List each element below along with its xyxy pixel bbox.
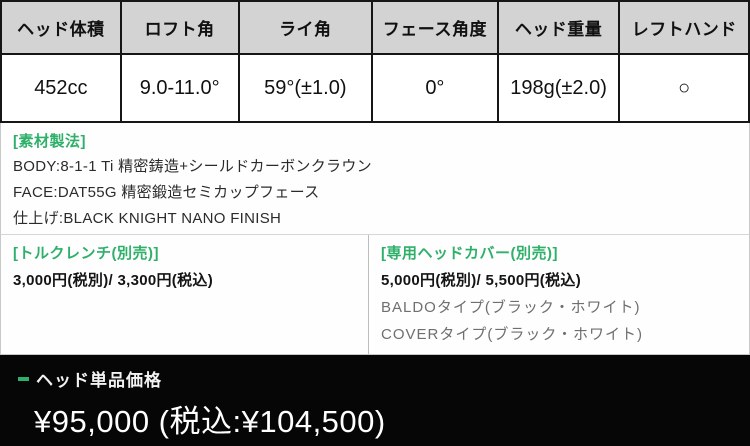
green-dash-icon [18,376,29,381]
head-price-value: ¥95,000 (税込:¥104,500) [34,404,386,439]
spec-header-face-angle: フェース角度 [373,2,499,53]
price-label-row: ヘッド単品価格 [18,366,750,391]
head-cover-price: 5,000円(税別)/ 5,500円(税込) [381,272,581,289]
material-face-line: FACE:DAT55G 精密鍛造セミカップフェース [13,184,320,201]
head-cover-option-baldo: BALDOタイプ(ブラック・ホワイト) [381,299,641,316]
spec-header-left-hand: レフトハンド [620,2,748,53]
spec-header-row: ヘッド体積 ロフト角 ライ角 フェース角度 ヘッド重量 レフトハンド [2,2,748,55]
spec-header-head-weight: ヘッド重量 [498,2,621,53]
spec-header-loft-angle: ロフト角 [121,2,240,53]
torque-wrench-title: [トルクレンチ(別売)] [13,245,159,262]
accessories-row: [トルクレンチ(別売)] 3,000円(税別)/ 3,300円(税込) [専用ヘ… [0,235,750,355]
spec-header-lie-angle: ライ角 [239,2,374,53]
material-section: [素材製法] BODY:8-1-1 Ti 精密鋳造+シールドカーボンクラウン F… [0,123,750,235]
torque-wrench-price: 3,000円(税別)/ 3,300円(税込) [13,272,213,289]
material-section-title: [素材製法] [13,133,86,150]
material-finish-line: 仕上げ:BLACK KNIGHT NANO FINISH [13,210,282,227]
head-cover-title: [専用ヘッドカバー(別売)] [381,245,558,262]
spec-value-face-angle: 0° [373,55,499,121]
spec-value-head-volume: 452cc [2,55,122,121]
spec-value-row: 452cc 9.0-11.0° 59°(±1.0) 0° 198g(±2.0) … [2,55,748,121]
head-cover-option-cover: COVERタイプ(ブラック・ホワイト) [381,326,644,343]
material-body-line: BODY:8-1-1 Ti 精密鋳造+シールドカーボンクラウン [13,158,372,175]
spec-header-head-volume: ヘッド体積 [2,2,122,53]
spec-table: ヘッド体積 ロフト角 ライ角 フェース角度 ヘッド重量 レフトハンド 452cc… [0,0,750,123]
price-bar: ヘッド単品価格 ¥95,000 (税込:¥104,500) [0,355,750,446]
head-price-label: ヘッド単品価格 [36,371,162,390]
spec-value-head-weight: 198g(±2.0) [498,55,621,121]
spec-value-lie-angle: 59°(±1.0) [239,55,374,121]
spec-value-loft-angle: 9.0-11.0° [121,55,240,121]
left-hand-available-mark: ○ [620,55,748,121]
head-cover-section: [専用ヘッドカバー(別売)] 5,000円(税別)/ 5,500円(税込) BA… [369,235,749,354]
torque-wrench-section: [トルクレンチ(別売)] 3,000円(税別)/ 3,300円(税込) [1,235,369,354]
